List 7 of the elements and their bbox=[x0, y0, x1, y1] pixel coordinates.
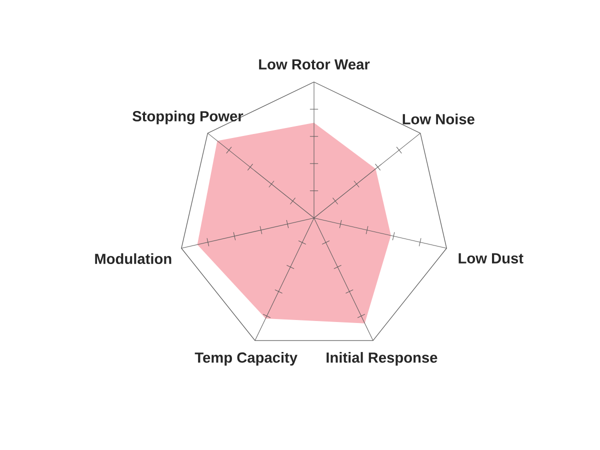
spoke-label: Temp Capacity bbox=[194, 352, 298, 366]
spoke-label: Low Noise bbox=[402, 114, 474, 124]
spoke-label: Stopping Power bbox=[132, 110, 244, 124]
spoke-label: Initial Response bbox=[326, 352, 438, 366]
spoke-label: Low Rotor Wear bbox=[259, 59, 370, 70]
spoke-label: Low Dust bbox=[458, 253, 524, 264]
spoke-label: Modulation bbox=[95, 253, 172, 264]
